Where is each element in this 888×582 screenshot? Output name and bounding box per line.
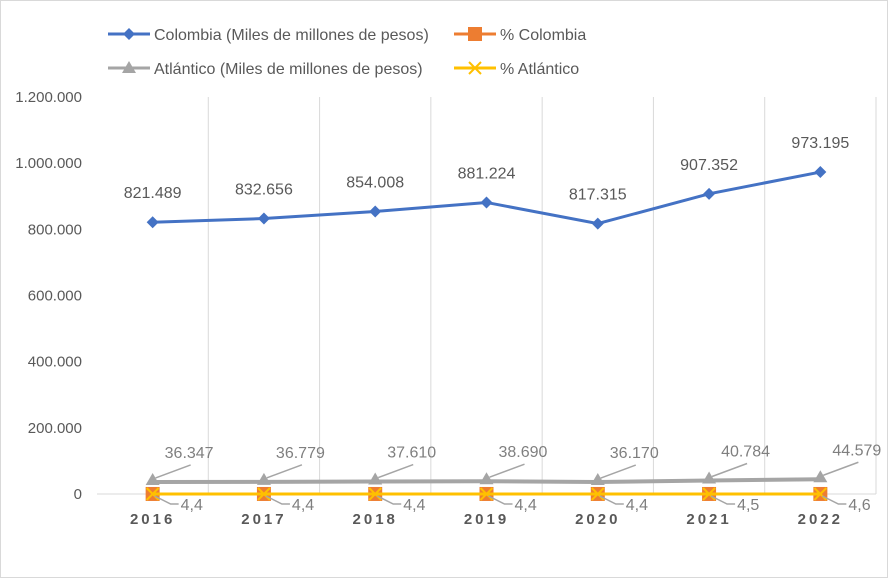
leader-line [490,464,525,477]
data-label: 36.347 [165,445,214,462]
data-label: 907.352 [680,157,738,174]
data-label: 4,6 [848,497,870,514]
diamond-marker [703,188,715,200]
legend-label: % Atlántico [500,61,579,78]
x-tick-label: 2016 [130,511,175,528]
y-tick-label: 800.000 [28,221,82,238]
triangle-marker [813,470,827,482]
diamond-marker [814,166,826,178]
legend-item: Atlántico (Miles de millones de pesos) [108,61,423,78]
series-2: 36.347 36.779 37.610 38.690 36.170 40.784 44.5… [146,442,882,485]
legend-item: Colombia (Miles de millones de pesos) [108,27,429,44]
y-tick-label: 1.000.000 [15,155,82,172]
data-label: 973.195 [791,135,849,152]
legend-label: Atlántico (Miles de millones de pesos) [154,61,423,78]
data-label: 37.610 [387,445,436,462]
diamond-marker [481,196,493,208]
y-tick-label: 400.000 [28,354,82,371]
data-label: 4,4 [403,497,425,514]
data-label: 832.656 [235,182,293,199]
triangle-marker [591,473,605,485]
triangle-marker [257,473,271,485]
data-label: 36.779 [276,445,325,462]
x-tick-label: 2022 [798,511,843,528]
data-label: 4,4 [181,497,203,514]
y-tick-label: 200.000 [28,420,82,437]
leader-line [378,465,413,478]
data-label: 44.579 [832,442,881,459]
y-tick-label: 600.000 [28,288,82,305]
legend-label: Colombia (Miles de millones de pesos) [154,27,429,44]
y-tick-label: 1.200.000 [15,89,82,106]
data-label: 881.224 [458,165,516,182]
data-label: 4,5 [737,497,759,514]
legend-item: % Colombia [454,27,586,44]
legend-label: % Colombia [500,27,586,44]
legend-item: % Atlántico [454,61,579,78]
y-tick-label: 0 [74,486,82,503]
x-tick-label: 2021 [686,511,731,528]
data-label: 4,4 [515,497,537,514]
data-label: 4,4 [292,497,314,514]
x-tick-label: 2017 [241,511,286,528]
leader-line [823,462,858,475]
leader-line [601,465,636,478]
triangle-marker [146,473,160,485]
x-tick-label: 2018 [353,511,398,528]
data-label: 4,4 [626,497,648,514]
diamond-marker [592,218,604,230]
leader-line [267,465,302,478]
data-label: 821.489 [124,185,182,202]
diamond-marker [123,28,135,40]
diamond-marker [258,213,270,225]
leader-line [712,464,747,477]
diamond-marker [147,216,159,228]
data-label: 38.690 [499,444,548,461]
triangle-marker [368,473,382,485]
triangle-marker [702,472,716,484]
x-tick-label: 2020 [575,511,620,528]
triangle-marker [480,472,494,484]
data-label: 36.170 [610,445,659,462]
series-0: 821.489 832.656 854.008 881.224 817.315 907.3… [124,135,850,230]
diamond-marker [369,205,381,217]
square-marker [468,27,482,41]
x-tick-label: 2019 [464,511,509,528]
data-label: 40.784 [721,444,770,461]
data-label: 854.008 [346,174,404,191]
data-label: 817.315 [569,187,627,204]
leader-line [156,465,191,478]
